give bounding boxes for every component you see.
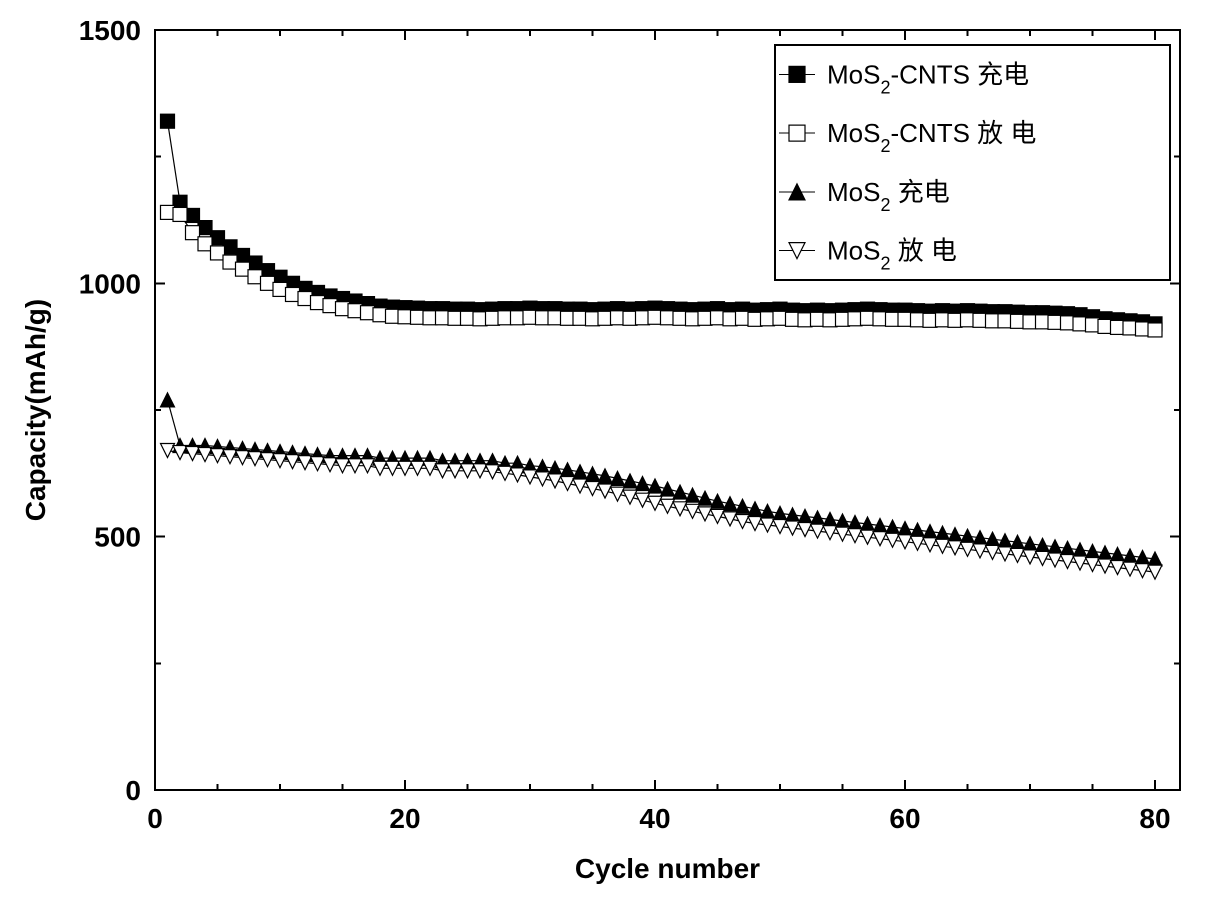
svg-text:0: 0 <box>147 803 163 834</box>
chart-svg: 0 20 40 60 80 0 500 1000 1500 Cycle number Capacit… <box>0 0 1207 923</box>
svg-text:80: 80 <box>1139 803 1170 834</box>
legend: MoS2-CNTS 充电MoS2-CNTS 放 电MoS2 充电MoS2 放 电 <box>775 45 1170 280</box>
svg-text:1500: 1500 <box>79 15 141 46</box>
svg-text:0: 0 <box>125 775 141 806</box>
chart-container: 0 20 40 60 80 0 500 1000 1500 Cycle number Capacit… <box>0 0 1207 923</box>
y-axis-label: Capacity(mAh/g) <box>20 299 51 521</box>
svg-text:1000: 1000 <box>79 268 141 299</box>
svg-text:500: 500 <box>94 522 141 553</box>
x-axis-label: Cycle number <box>575 853 760 884</box>
svg-text:60: 60 <box>889 803 920 834</box>
svg-text:20: 20 <box>389 803 420 834</box>
svg-text:40: 40 <box>639 803 670 834</box>
